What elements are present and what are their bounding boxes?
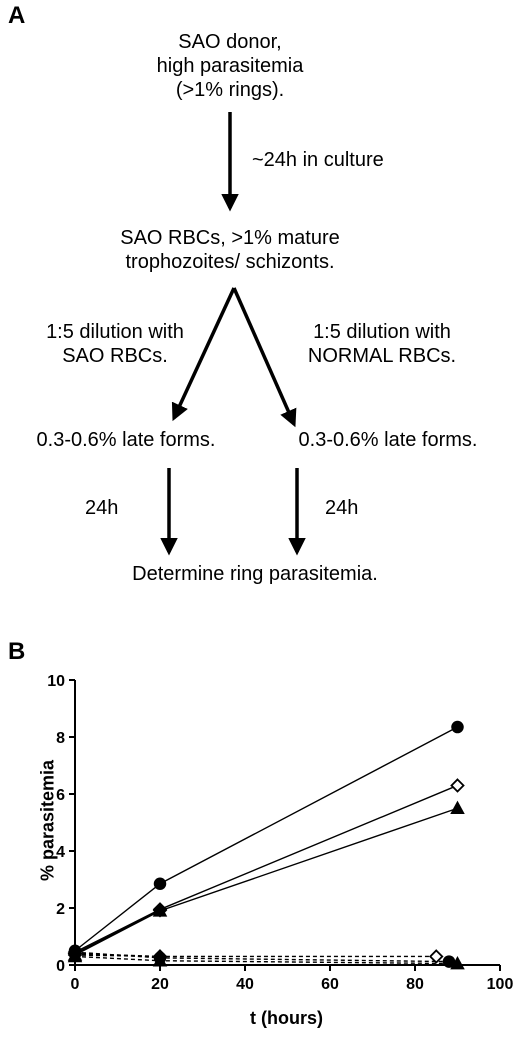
culture-step-text: ~24h in culture <box>252 149 384 171</box>
data-point-circle <box>153 877 167 891</box>
series-line-7 <box>74 954 161 958</box>
right-dilution-text: 1:5 dilution with NORMAL RBCs. <box>307 321 457 367</box>
donor-text: SAO donor, high parasitemia (>1% rings). <box>156 31 304 101</box>
arrow-right-split <box>232 287 297 428</box>
series-line-5 <box>74 952 437 958</box>
panel-label-a: A <box>8 2 26 29</box>
series-line-4 <box>74 951 450 963</box>
series-line-1 <box>74 784 458 953</box>
data-point-triangle <box>450 800 465 814</box>
x-tick-label: 40 <box>236 976 254 993</box>
flow-arrows <box>160 112 306 556</box>
left-time-text: 24h <box>85 497 119 519</box>
x-tick-label: 60 <box>321 976 339 993</box>
right-late-forms-text: 0.3-0.6% late forms. <box>298 429 478 451</box>
data-point-diamond <box>152 949 168 964</box>
y-tick-label: 0 <box>56 958 65 975</box>
x-tick-label: 20 <box>151 976 169 993</box>
left-late-forms-text: 0.3-0.6% late forms. <box>36 429 216 451</box>
panel-label-b: B <box>8 638 26 665</box>
left-dilution-text: 1:5 dilution with SAO RBCs. <box>46 321 184 367</box>
data-point-triangle <box>67 948 83 963</box>
data-point-diamond <box>67 946 83 961</box>
data-point-diamond <box>67 947 83 963</box>
data-point-triangle <box>152 903 168 917</box>
data-point-circle <box>442 955 456 968</box>
series-line-0 <box>74 726 458 952</box>
y-axis-title: % parasitemia <box>37 759 58 882</box>
data-point-circle <box>68 945 82 959</box>
data-point-diamond <box>450 778 465 793</box>
data-point-diamond <box>67 946 83 961</box>
arrow-left-split <box>171 287 236 422</box>
data-point-circle <box>68 944 82 957</box>
data-point-diamond <box>428 949 444 964</box>
data-point-diamond <box>152 903 168 918</box>
y-tick-label: 10 <box>47 673 65 690</box>
x-tick-label: 0 <box>71 976 80 993</box>
data-point-triangle <box>152 953 168 967</box>
x-tick-label: 80 <box>406 976 424 993</box>
mature-forms-text: SAO RBCs, >1% mature trophozoites/ schiz… <box>120 227 340 273</box>
data-point-circle <box>153 951 167 965</box>
data-point-diamond <box>152 949 168 964</box>
data-point-triangle <box>67 947 83 961</box>
series-line-2 <box>74 807 458 956</box>
series-line-6 <box>74 955 458 965</box>
data-point-circle <box>451 720 464 734</box>
data-point-triangle <box>450 956 465 970</box>
final-step-text: Determine ring parasitemia. <box>132 563 378 585</box>
data-point-diamond <box>67 944 83 960</box>
data-point-diamond <box>152 902 168 917</box>
series-line-3 <box>74 909 161 955</box>
x-tick-label: 100 <box>487 976 514 993</box>
x-axis-title: t (hours) <box>250 1008 323 1028</box>
right-time-text: 24h <box>325 497 359 519</box>
